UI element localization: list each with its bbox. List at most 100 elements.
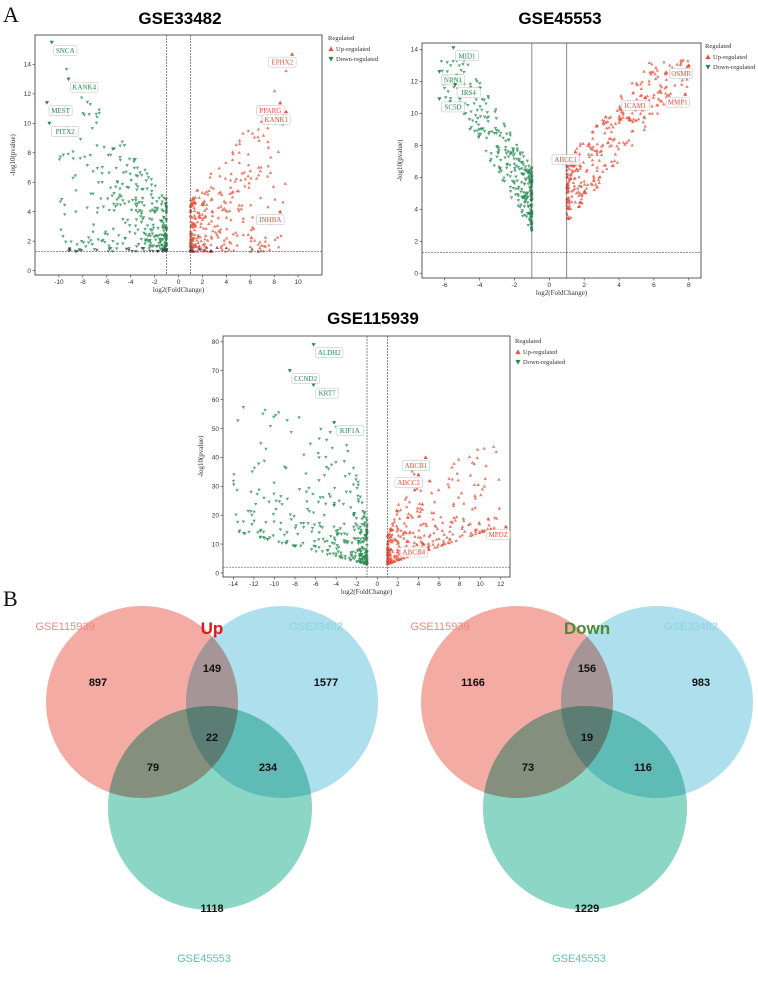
down-regulated-point — [320, 550, 325, 554]
down-regulated-point — [134, 209, 138, 213]
up-regulated-point — [487, 517, 491, 521]
up-regulated-point — [201, 216, 206, 220]
down-regulated-point — [328, 545, 332, 549]
down-regulated-point — [477, 134, 481, 139]
down-regulated-point — [241, 406, 246, 410]
down-regulated-point — [88, 103, 93, 107]
down-regulated-point — [489, 152, 493, 156]
down-regulated-point — [145, 187, 149, 191]
up-regulated-point — [568, 177, 573, 181]
down-regulated-point — [466, 63, 470, 67]
down-regulated-point — [64, 67, 69, 72]
down-regulated-point — [127, 157, 132, 161]
up-regulated-point — [404, 524, 409, 528]
up-regulated-point — [191, 236, 196, 240]
down-regulated-point — [527, 219, 532, 223]
down-regulated-point — [110, 250, 115, 254]
down-regulated-point — [344, 490, 349, 494]
down-regulated-point — [112, 192, 116, 196]
down-regulated-point — [506, 138, 511, 142]
down-regulated-point — [150, 202, 154, 206]
down-regulated-point — [360, 545, 364, 549]
down-regulated-point — [339, 554, 344, 558]
up-regulated-point — [248, 169, 253, 173]
down-regulated-point — [297, 416, 301, 420]
up-regulated-point — [595, 142, 599, 146]
down-regulated-point — [353, 551, 358, 555]
up-regulated-point — [284, 69, 288, 73]
down-regulated-point — [236, 419, 240, 423]
down-regulated-point — [118, 187, 122, 191]
down-regulated-point — [301, 522, 306, 526]
up-regulated-point — [419, 535, 423, 539]
down-regulated-point — [145, 224, 150, 228]
down-regulated-point — [102, 145, 106, 149]
down-regulated-point — [123, 202, 127, 206]
x-tick-label: 6 — [652, 282, 656, 289]
down-regulated-point — [311, 492, 315, 496]
up-regulated-point — [631, 120, 635, 124]
up-regulated-point — [450, 477, 455, 481]
up-regulated-point — [229, 241, 233, 245]
down-regulated-point — [487, 132, 491, 136]
down-regulated-point — [334, 547, 339, 551]
up-regulated-point — [434, 537, 439, 541]
up-regulated-point — [216, 216, 221, 220]
up-regulated-point — [461, 516, 466, 520]
up-regulated-point — [390, 540, 394, 544]
down-regulated-point — [146, 240, 150, 244]
down-regulated-point — [509, 196, 514, 200]
down-regulated-point — [279, 495, 283, 499]
up-regulated-point — [619, 110, 624, 114]
down-regulated-point — [255, 492, 259, 496]
down-regulated-point — [159, 219, 164, 223]
up-regulated-point — [388, 561, 392, 565]
gene-label-box — [335, 425, 364, 436]
x-tick-label: 6 — [248, 279, 252, 286]
up-regulated-point — [584, 169, 589, 173]
up-regulated-point — [189, 232, 194, 236]
up-regulated-point — [215, 245, 219, 249]
up-regulated-point — [574, 167, 579, 171]
down-regulated-point — [515, 179, 520, 183]
up-regulated-point — [468, 533, 473, 538]
down-regulated-point — [82, 113, 87, 117]
down-regulated-point — [335, 533, 339, 537]
down-regulated-point — [358, 525, 362, 529]
down-regulated-point — [317, 538, 321, 542]
down-regulated-point — [474, 120, 479, 124]
up-regulated-point — [218, 227, 223, 231]
down-regulated-point — [153, 184, 157, 188]
up-regulated-point — [262, 244, 266, 248]
up-regulated-point — [404, 495, 409, 499]
down-regulated-point — [451, 60, 455, 64]
down-regulated-point — [241, 520, 246, 524]
down-regulated-point — [154, 238, 158, 242]
up-regulated-point — [256, 242, 261, 246]
down-regulated-point — [160, 243, 164, 247]
up-regulated-point — [249, 236, 253, 240]
up-regulated-point — [615, 160, 620, 164]
down-regulated-point — [84, 245, 88, 249]
up-regulated-point — [407, 500, 412, 504]
down-regulated-point — [332, 486, 337, 490]
down-regulated-point — [520, 209, 525, 213]
down-regulated-point — [342, 522, 346, 526]
labeled-gene-point — [284, 109, 289, 114]
down-regulated-point — [444, 96, 448, 100]
y-tick-label: 12 — [24, 91, 32, 98]
down-regulated-point — [129, 208, 134, 212]
venn-count-gse115939-only: 1166 — [461, 677, 485, 689]
down-regulated-point — [71, 157, 76, 161]
up-regulated-point — [437, 536, 441, 541]
down-regulated-point — [347, 472, 352, 476]
up-regulated-point — [431, 542, 435, 546]
up-regulated-point — [224, 246, 228, 250]
up-regulated-point — [580, 192, 584, 196]
down-regulated-point — [322, 514, 326, 518]
up-regulated-point — [272, 89, 277, 93]
gene-label-box — [48, 105, 73, 116]
down-regulated-point — [152, 235, 156, 239]
up-regulated-point — [220, 208, 225, 212]
up-regulated-point — [240, 171, 244, 175]
